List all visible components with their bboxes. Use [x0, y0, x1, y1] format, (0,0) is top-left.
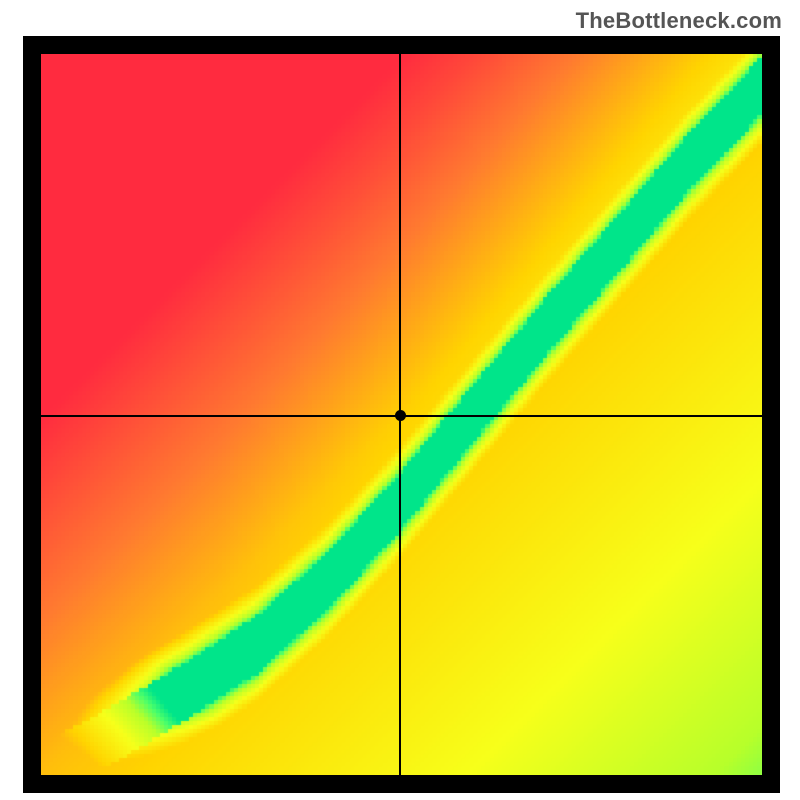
intersection-point [395, 410, 406, 421]
plot-frame [23, 36, 780, 793]
watermark-text: TheBottleneck.com [576, 8, 782, 34]
chart-container: { "watermark": "TheBottleneck.com", "lay… [0, 0, 800, 800]
